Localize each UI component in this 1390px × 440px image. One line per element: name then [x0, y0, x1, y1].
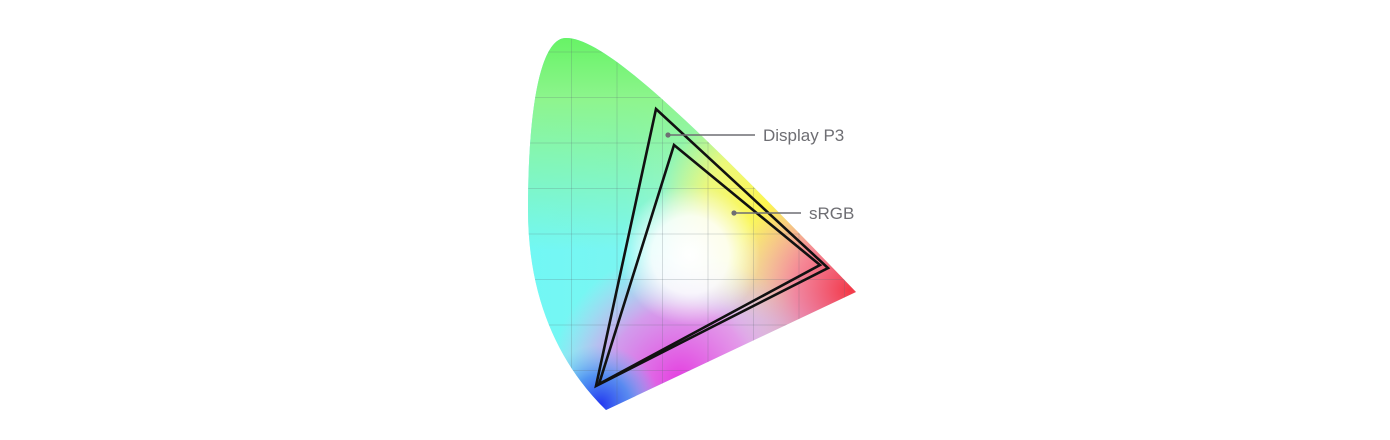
srgb-callout: sRGB — [731, 204, 854, 223]
spectral-locus-field — [528, 37, 856, 410]
srgb-gamut-triangle — [596, 142, 823, 387]
srgb-label: sRGB — [809, 204, 854, 223]
display-p3-gamut-triangle — [594, 106, 831, 389]
srgb-marker-dot — [731, 210, 737, 216]
display-p3-callout: Display P3 — [665, 126, 844, 145]
display-p3-marker-dot — [665, 132, 671, 138]
display-p3-label: Display P3 — [763, 126, 844, 145]
